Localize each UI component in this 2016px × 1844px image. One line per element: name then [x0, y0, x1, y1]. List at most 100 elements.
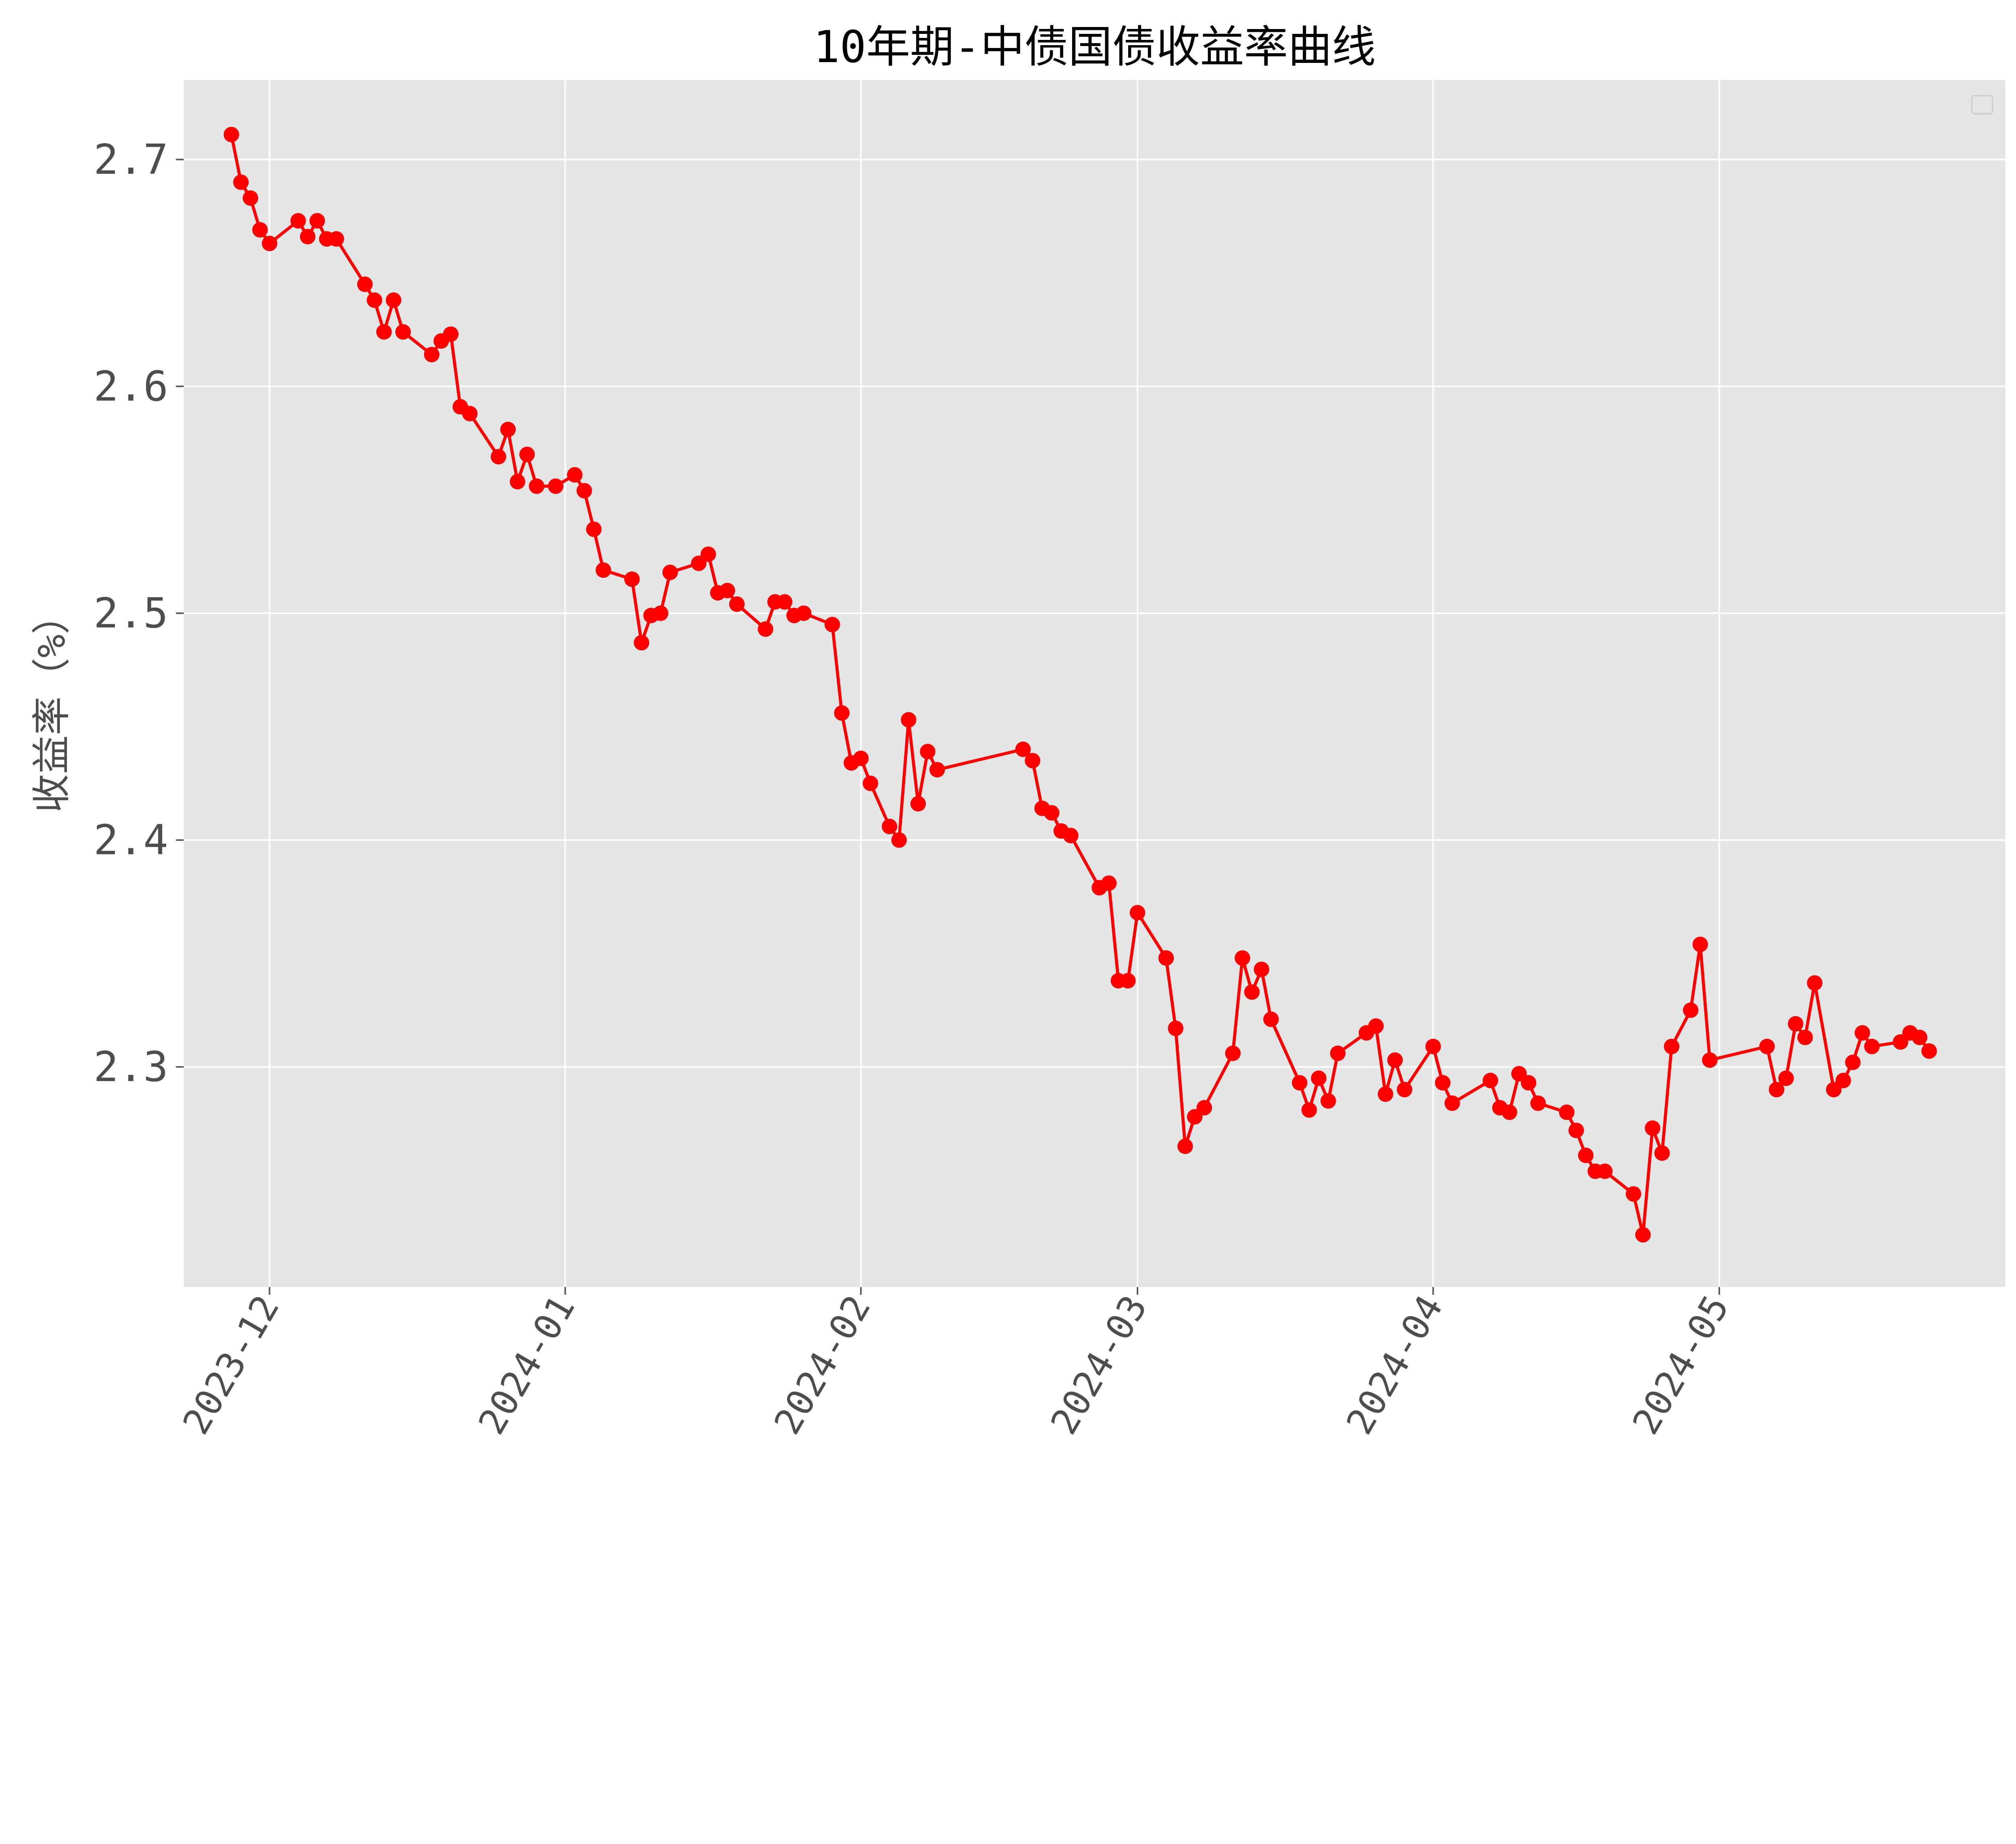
data-point [1063, 827, 1079, 844]
data-point [1854, 1025, 1870, 1041]
data-point [1263, 1011, 1279, 1027]
data-point [862, 775, 879, 791]
data-point [891, 832, 907, 848]
y-tick-label: 2.3 [94, 1043, 168, 1091]
plot-area [183, 80, 2006, 1287]
data-point [1320, 1093, 1336, 1109]
data-point [443, 326, 459, 342]
data-point [1559, 1104, 1574, 1120]
data-point [1635, 1227, 1651, 1243]
data-point [500, 421, 516, 438]
data-point [576, 483, 592, 499]
data-point [1292, 1075, 1308, 1091]
data-point [1235, 950, 1250, 966]
data-point [586, 521, 602, 537]
data-point [300, 229, 316, 245]
data-point [385, 292, 402, 308]
series-line [223, 127, 1937, 1243]
data-point [1692, 936, 1708, 952]
data-point [910, 796, 926, 812]
x-tick-label: 2024-02 [766, 1288, 879, 1441]
yield-curve-chart: 10年期-中债国债收益率曲线 2023-12 2024-01 2024-02 2024… [29, 21, 2006, 1442]
x-tick-label: 2024-01 [471, 1288, 583, 1441]
data-point [395, 324, 411, 340]
legend-box [1971, 95, 1993, 115]
x-tick-label: 2024-03 [1043, 1288, 1156, 1441]
data-point [920, 744, 935, 760]
data-point [1387, 1052, 1403, 1068]
data-point [1397, 1081, 1412, 1098]
data-point [567, 467, 583, 483]
data-point [242, 190, 258, 206]
series-path [230, 134, 1931, 1236]
data-point [901, 712, 916, 728]
data-point [1196, 1100, 1212, 1116]
data-point [881, 819, 898, 834]
data-point [624, 571, 640, 587]
data-point [1377, 1086, 1393, 1102]
data-point [1444, 1095, 1460, 1111]
data-point [290, 213, 306, 229]
data-point [1244, 984, 1260, 1000]
data-point [796, 605, 812, 621]
data-point [1177, 1138, 1193, 1154]
data-point [1311, 1070, 1327, 1086]
data-point [223, 127, 240, 142]
data-point [510, 474, 525, 490]
y-axis-label: 收益率（%） [29, 596, 74, 813]
data-point [1578, 1148, 1594, 1163]
data-point [309, 213, 325, 229]
data-point [700, 546, 716, 562]
data-point [262, 235, 277, 251]
data-point [653, 605, 669, 621]
data-point [1120, 973, 1136, 989]
data-point [367, 292, 382, 308]
data-point [252, 222, 268, 238]
data-point [853, 750, 869, 767]
data-point [548, 478, 564, 494]
data-point [1597, 1163, 1613, 1179]
data-point [1807, 975, 1822, 991]
data-point [1330, 1045, 1346, 1061]
data-point [1568, 1123, 1584, 1138]
x-tick-label: 2024-04 [1339, 1288, 1451, 1441]
data-point [662, 565, 678, 580]
data-point [1778, 1070, 1794, 1086]
data-point [1158, 950, 1174, 966]
y-axis: 2.3 2.4 2.5 2.6 2.7 [94, 136, 184, 1091]
data-point [824, 617, 840, 633]
data-point [490, 449, 506, 465]
data-point [328, 231, 344, 247]
data-point [1483, 1073, 1498, 1088]
data-point [1912, 1029, 1928, 1045]
data-point [777, 594, 793, 610]
data-point [1502, 1104, 1517, 1120]
data-point [1129, 905, 1145, 921]
data-point [233, 174, 249, 190]
data-point [633, 635, 650, 651]
data-point [1645, 1120, 1660, 1136]
data-point [424, 347, 439, 363]
data-point [462, 406, 478, 421]
data-point [1845, 1054, 1861, 1070]
data-point [1626, 1186, 1641, 1202]
data-point [834, 705, 850, 721]
data-point [357, 276, 373, 292]
data-point [1664, 1039, 1680, 1054]
data-point [596, 562, 611, 578]
data-point [1044, 805, 1060, 821]
y-tick-label: 2.6 [94, 363, 168, 410]
data-point [1520, 1075, 1537, 1091]
data-point [1921, 1043, 1937, 1059]
chart-title: 10年期-中债国债收益率曲线 [813, 21, 1376, 73]
data-point [1425, 1039, 1441, 1054]
data-point [1101, 875, 1117, 891]
data-point [376, 324, 392, 340]
grid [183, 80, 2006, 1287]
data-point [519, 446, 535, 463]
data-point [1759, 1039, 1775, 1054]
data-point [1025, 753, 1041, 769]
y-tick-label: 2.7 [94, 136, 168, 184]
x-tick-label: 2024-05 [1625, 1288, 1737, 1441]
x-tick-label: 2023-12 [175, 1288, 287, 1441]
